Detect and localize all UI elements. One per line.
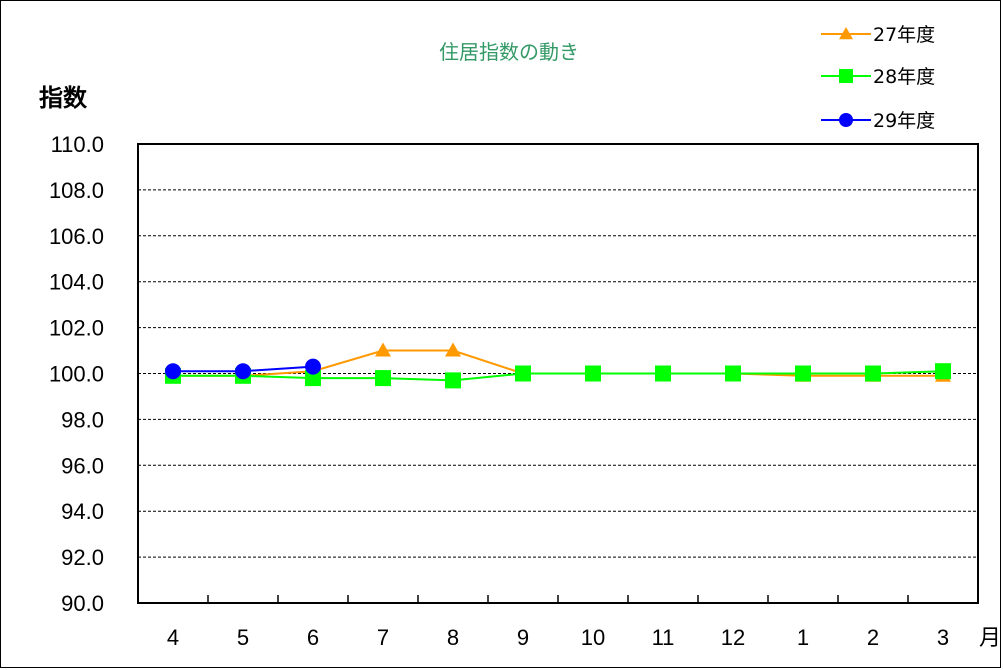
data-point (585, 365, 601, 382)
x-tick-label: 10 (581, 625, 605, 650)
data-point (839, 69, 853, 83)
x-tick-label: 2 (867, 625, 879, 650)
y-tick-label: 108.0 (49, 178, 104, 203)
data-point (445, 372, 461, 389)
x-tick-label: 12 (721, 625, 745, 650)
data-point (795, 365, 811, 382)
x-tick-label: 7 (377, 625, 389, 650)
y-tick-label: 94.0 (61, 499, 104, 524)
data-point (725, 365, 741, 382)
y-tick-label: 92.0 (61, 545, 104, 570)
legend-item: 27年度 (821, 24, 935, 46)
series-2 (165, 363, 951, 389)
x-tick-label: 8 (447, 625, 459, 650)
x-tick-label: 3 (937, 625, 949, 650)
data-point (235, 363, 251, 380)
data-point (515, 365, 531, 382)
x-tick-label: 6 (307, 625, 319, 650)
data-point (305, 370, 321, 387)
x-tick-label: 1 (797, 625, 809, 650)
y-tick-label: 102.0 (49, 316, 104, 341)
x-tick-label: 5 (237, 625, 249, 650)
data-point (655, 365, 671, 382)
y-axis-ticks: 110.0 108.0 106.0 104.0 102.0 100.0 98.0 96.0 94… (49, 132, 104, 616)
data-point (165, 363, 181, 380)
y-axis-label: 指数 (39, 84, 88, 112)
y-tick-label: 96.0 (61, 453, 104, 478)
legend-label: 27年度 (873, 24, 935, 46)
legend-item: 29年度 (821, 110, 935, 132)
data-point (375, 370, 391, 387)
legend-label: 29年度 (873, 110, 935, 132)
chart-title: 住居指数の動き (439, 40, 579, 64)
series-1 (165, 342, 951, 382)
y-tick-label: 110.0 (51, 132, 104, 157)
series-line (173, 349, 943, 377)
series-layer (165, 342, 951, 389)
data-point (839, 113, 853, 127)
data-point (839, 27, 853, 40)
data-point (305, 358, 321, 375)
series-3 (165, 358, 321, 380)
legend-item: 28年度 (821, 66, 935, 88)
y-tick-label: 90.0 (61, 591, 104, 616)
x-tick-label: 11 (652, 625, 675, 650)
data-point (865, 365, 881, 382)
data-point (375, 342, 391, 357)
legend: 27年度 28年度 29年度 (821, 24, 935, 132)
y-tick-label: 106.0 (49, 224, 104, 249)
data-point (935, 363, 951, 380)
x-tick-label: 4 (167, 625, 179, 650)
x-axis-unit: 月 (979, 626, 1001, 651)
x-tick-label: 9 (517, 625, 529, 650)
data-point (445, 342, 461, 357)
legend-label: 28年度 (873, 66, 935, 88)
y-tick-label: 104.0 (49, 270, 104, 295)
x-axis-ticks: 4 5 6 7 8 9 10 11 12 1 2 3 (167, 595, 949, 650)
y-tick-label: 100.0 (49, 362, 104, 387)
y-tick-label: 98.0 (61, 407, 104, 432)
series-line (173, 370, 944, 382)
